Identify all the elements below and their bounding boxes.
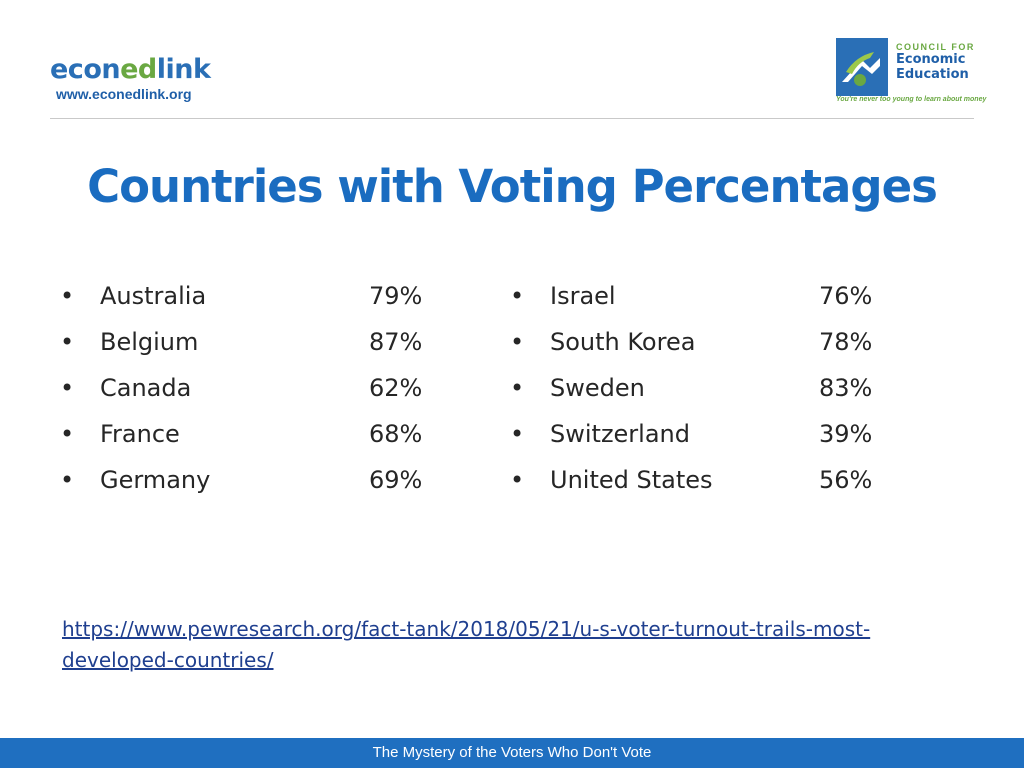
econedlink-url: www.econedlink.org — [56, 86, 192, 102]
voting-percent: 39% — [819, 420, 873, 448]
voting-percent: 83% — [819, 374, 873, 402]
country-name: Sweden — [550, 374, 645, 402]
bullet: • — [60, 282, 75, 310]
list-item: • Germany 69% — [60, 466, 430, 512]
list-item: • Canada 62% — [60, 374, 430, 420]
cee-tagline: You're never too young to learn about mo… — [836, 96, 987, 103]
cee-wordmark: COUNCIL FOR Economic Education — [896, 42, 975, 82]
voting-percent: 87% — [369, 328, 423, 356]
list-item: • Switzerland 39% — [510, 420, 880, 466]
list-item: • France 68% — [60, 420, 430, 466]
source-link[interactable]: https://www.pewresearch.org/fact-tank/20… — [62, 617, 871, 672]
country-name: Germany — [100, 466, 211, 494]
list-item: • Belgium 87% — [60, 328, 430, 374]
list-item: • Sweden 83% — [510, 374, 880, 420]
country-name: United States — [550, 466, 713, 494]
country-name: Switzerland — [550, 420, 690, 448]
country-list-left: • Australia 79% • Belgium 87% • Canada 6… — [60, 282, 430, 512]
list-item: • United States 56% — [510, 466, 880, 512]
header-divider — [50, 118, 974, 119]
voting-percent: 68% — [369, 420, 423, 448]
cee-logo-icon — [836, 38, 888, 96]
bullet: • — [60, 420, 75, 448]
footer-bar: The Mystery of the Voters Who Don't Vote — [0, 738, 1024, 768]
bullet: • — [510, 420, 525, 448]
list-item: • South Korea 78% — [510, 328, 880, 374]
country-name: Canada — [100, 374, 192, 402]
econedlink-wordmark-econ: econ — [50, 54, 121, 85]
voting-percent: 78% — [819, 328, 873, 356]
econedlink-wordmark: econedlink — [50, 54, 211, 85]
bullet: • — [60, 328, 75, 356]
voting-percent: 79% — [369, 282, 423, 310]
cee-education: Education — [896, 67, 969, 82]
slide-title: Countries with Voting Percentages — [87, 160, 938, 213]
country-name: France — [100, 420, 180, 448]
country-name: Israel — [550, 282, 616, 310]
cee-economic: Economic — [896, 52, 966, 67]
bullet: • — [60, 466, 75, 494]
econedlink-logo: econedlink www.econedlink.org — [50, 54, 211, 103]
country-name: Belgium — [100, 328, 199, 356]
bullet: • — [510, 328, 525, 356]
country-name: South Korea — [550, 328, 696, 356]
econedlink-wordmark-ed: ed — [120, 54, 157, 85]
bullet: • — [510, 466, 525, 494]
cee-council-for: COUNCIL FOR — [896, 42, 975, 52]
bullet: • — [510, 374, 525, 402]
bullet: • — [510, 282, 525, 310]
country-name: Australia — [100, 282, 207, 310]
country-list-right: • Israel 76% • South Korea 78% • Sweden … — [510, 282, 880, 512]
bullet: • — [60, 374, 75, 402]
voting-percent: 62% — [369, 374, 423, 402]
list-item: • Israel 76% — [510, 282, 880, 328]
list-item: • Australia 79% — [60, 282, 430, 328]
econedlink-wordmark-link: link — [156, 54, 211, 85]
voting-percent: 76% — [819, 282, 873, 310]
footer-text: The Mystery of the Voters Who Don't Vote — [372, 744, 652, 761]
voting-percent: 69% — [369, 466, 423, 494]
voting-percent: 56% — [819, 466, 873, 494]
cee-logo: COUNCIL FOR Economic Education You're ne… — [836, 38, 986, 108]
